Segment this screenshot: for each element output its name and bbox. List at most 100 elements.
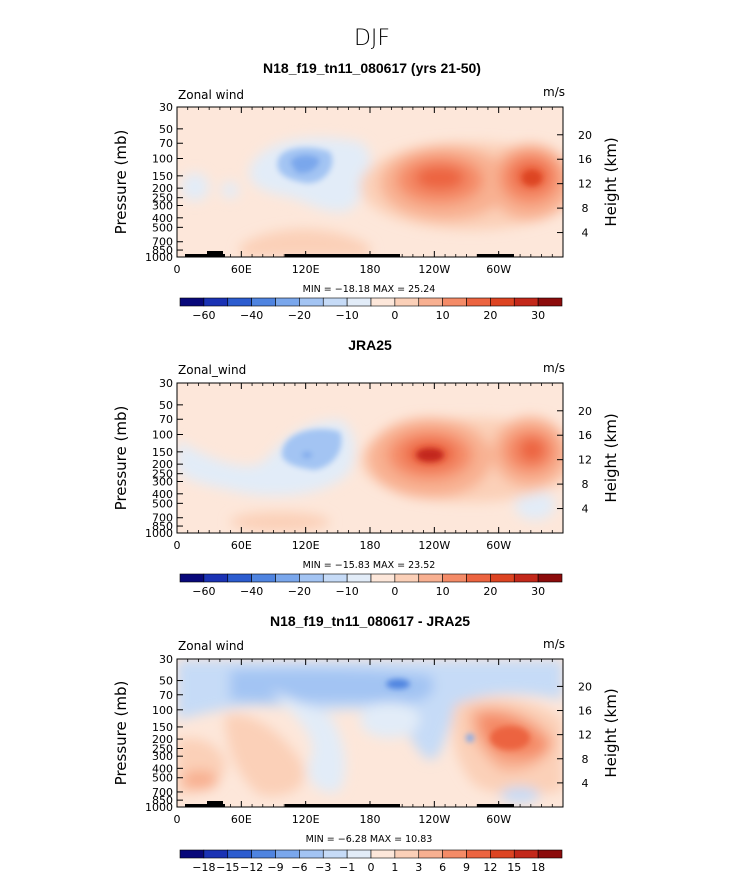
y-tick-label: 100	[152, 153, 173, 166]
colorbar-swatch	[251, 297, 276, 307]
y-tick-label: 400	[152, 488, 173, 501]
units-label: m/s	[543, 85, 565, 99]
y-tick-label: 1000	[145, 251, 173, 264]
y-tick-label: 70	[159, 413, 173, 426]
height-tick-label: 16	[578, 705, 592, 718]
colorbar-swatch	[227, 573, 252, 583]
colorbar-label: 15	[507, 861, 521, 873]
y-axis-label-right: Height (km)	[602, 413, 620, 502]
colorbar-label: −1	[339, 861, 355, 873]
axes-group: 0 60E 120E 180 120W 60W3050701001502002503004…	[112, 653, 620, 826]
colorbar-swatch	[513, 573, 539, 583]
colorbar-swatch	[275, 573, 300, 583]
height-tick-label: 4	[582, 777, 589, 790]
y-tick-label: 250	[152, 468, 173, 481]
y-tick-label: 50	[159, 399, 173, 412]
colorbar-label: −3	[315, 861, 331, 873]
x-tick-label: 60W	[486, 813, 511, 826]
colorbar-swatch	[346, 573, 372, 583]
height-tick-label: 4	[582, 227, 589, 240]
colorbar-label: −10	[336, 585, 359, 598]
colorbar-swatch	[490, 297, 515, 307]
colorbar-label: 10	[436, 585, 450, 598]
colorbar-label: 30	[531, 309, 545, 322]
x-tick-label: 120E	[292, 263, 320, 276]
variable-label: Zonal_wind	[178, 363, 246, 377]
panel-reanalysis: JRA25 Zonal_wind m/s	[112, 337, 620, 598]
colorbar-swatch	[537, 573, 563, 583]
x-tick-label: 120W	[418, 813, 450, 826]
colorbar-label: 20	[483, 585, 497, 598]
stats-label: MIN = −15.83 MAX = 23.52	[303, 560, 436, 571]
y-tick-label: 850	[152, 794, 173, 807]
colorbar-swatch	[179, 573, 205, 583]
y-axis-label: Pressure (mb)	[112, 681, 130, 786]
height-tick-label: 16	[578, 429, 592, 442]
colorbar-label: −15	[216, 861, 239, 873]
colorbar-swatch	[442, 849, 467, 859]
colorbar-swatch	[466, 297, 491, 307]
x-tick-label: 180	[360, 813, 381, 826]
y-tick-label: 50	[159, 123, 173, 136]
colorbar-label: 1	[391, 861, 398, 873]
terrain-bars	[185, 801, 514, 807]
colorbar-swatch	[490, 849, 515, 859]
y-tick-label: 500	[152, 497, 173, 510]
height-tick-label: 16	[578, 153, 592, 166]
height-tick-label: 20	[578, 680, 592, 693]
y-tick-label: 300	[152, 475, 173, 488]
colorbar-label: 0	[391, 309, 398, 322]
y-tick-label: 100	[152, 704, 173, 717]
colorbar-swatch	[394, 573, 420, 583]
y-tick-label: 100	[152, 429, 173, 442]
units-label: m/s	[543, 361, 565, 375]
x-tick-label: 180	[360, 539, 381, 552]
panel-title: N18_f19_tn11_080617 (yrs 21-50)	[263, 60, 481, 76]
x-tick-label: 0	[174, 539, 181, 552]
panel-title: JRA25	[348, 337, 392, 353]
x-tick-label: 120W	[418, 263, 450, 276]
stats-label: MIN = −18.18 MAX = 25.24	[303, 284, 436, 295]
y-tick-label: 850	[152, 520, 173, 533]
colorbar-swatch	[442, 573, 467, 583]
y-tick-label: 70	[159, 137, 173, 150]
colorbar: −60 −40 −20 −10 0 10 20 30	[179, 297, 563, 322]
colorbar-swatch	[203, 297, 229, 307]
x-tick-label: 60E	[231, 263, 252, 276]
y-tick-label: 150	[152, 170, 173, 183]
colorbar: −60 −40 −20 −10 0 10 20 30	[179, 573, 563, 598]
x-tick-label: 60E	[231, 813, 252, 826]
colorbar-swatch	[251, 849, 276, 859]
panel-title: N18_f19_tn11_080617 - JRA25	[270, 613, 470, 629]
colorbar-swatch	[513, 849, 539, 859]
x-tick-label: 0	[174, 263, 181, 276]
colorbar-label: 0	[368, 861, 375, 873]
y-tick-label: 250	[152, 192, 173, 205]
height-tick-label: 12	[578, 178, 592, 191]
y-tick-label: 200	[152, 182, 173, 195]
y-tick-label: 250	[152, 742, 173, 755]
y-tick-label: 30	[159, 377, 173, 390]
stats-label: MIN = −6.28 MAX = 10.83	[306, 834, 433, 845]
colorbar-label: −12	[240, 861, 263, 873]
colorbar-swatch	[299, 849, 324, 859]
height-tick-label: 12	[578, 454, 592, 467]
x-tick-label: 120E	[292, 813, 320, 826]
colorbar-label: 12	[483, 861, 497, 873]
colorbar-swatch	[322, 297, 348, 307]
colorbar-label: −9	[267, 861, 283, 873]
height-tick-label: 8	[582, 753, 589, 766]
colorbar-swatch	[203, 849, 229, 859]
y-axis-label: Pressure (mb)	[112, 130, 130, 235]
colorbar-label: −60	[192, 309, 215, 322]
colorbar-swatch	[299, 297, 324, 307]
colorbar-label: 3	[415, 861, 422, 873]
colorbar-swatch	[490, 573, 515, 583]
y-tick-label: 300	[152, 750, 173, 763]
colorbar-swatch	[299, 573, 324, 583]
y-tick-label: 30	[159, 653, 173, 666]
x-tick-label: 0	[174, 813, 181, 826]
y-axis-label: Pressure (mb)	[112, 406, 130, 511]
colorbar-swatch	[227, 297, 252, 307]
height-tick-label: 4	[582, 503, 589, 516]
